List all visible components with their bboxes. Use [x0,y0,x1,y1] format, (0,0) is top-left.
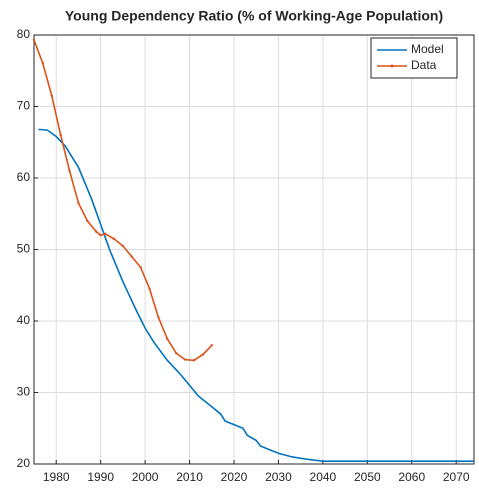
x-tick-label: 2060 [398,470,425,484]
legend-marker [390,64,394,68]
series-line [33,39,213,362]
data-point [175,351,178,355]
y-tick-label: 30 [17,385,31,399]
data-point [121,244,125,248]
y-tick-label: 70 [17,99,31,113]
data-point [32,38,36,42]
data-point [112,237,116,240]
data-point [68,169,71,173]
data-point [99,234,102,237]
y-tick-label: 40 [17,313,31,327]
x-tick-label: 1980 [43,470,70,484]
x-tick-label: 2070 [443,470,470,484]
data-point [59,133,62,137]
y-tick-label: 60 [17,170,31,184]
data-point [139,266,142,269]
data-point [86,219,89,223]
y-tick-label: 50 [17,242,31,256]
data-point [210,344,213,347]
x-tick-label: 2050 [354,470,381,484]
data-point [183,358,187,361]
axes-box [33,34,475,465]
data-point [166,337,169,341]
x-tick-label: 1990 [87,470,114,484]
x-tick-label: 2010 [176,470,203,484]
series-line [38,128,474,462]
x-tick-label: 2020 [221,470,248,484]
data-point [77,201,80,205]
x-tick-label: 2030 [265,470,292,484]
data-point [41,62,45,65]
x-tick-label: 2000 [132,470,159,484]
data-point [157,316,160,319]
legend-label: Data [411,58,437,72]
data-point [103,232,107,235]
data-point [50,94,53,97]
x-tick-label: 2040 [310,470,337,484]
legend-box [370,37,458,79]
data-point [148,287,151,291]
y-tick-label: 80 [17,27,31,41]
legend-label: Model [411,42,444,56]
data-point [95,230,98,233]
chart-title: Young Dependency Ratio (% of Working-Age… [65,8,443,24]
data-point [130,255,133,258]
data-point [192,359,196,362]
data-point [201,353,205,356]
y-tick-label: 20 [17,456,31,470]
